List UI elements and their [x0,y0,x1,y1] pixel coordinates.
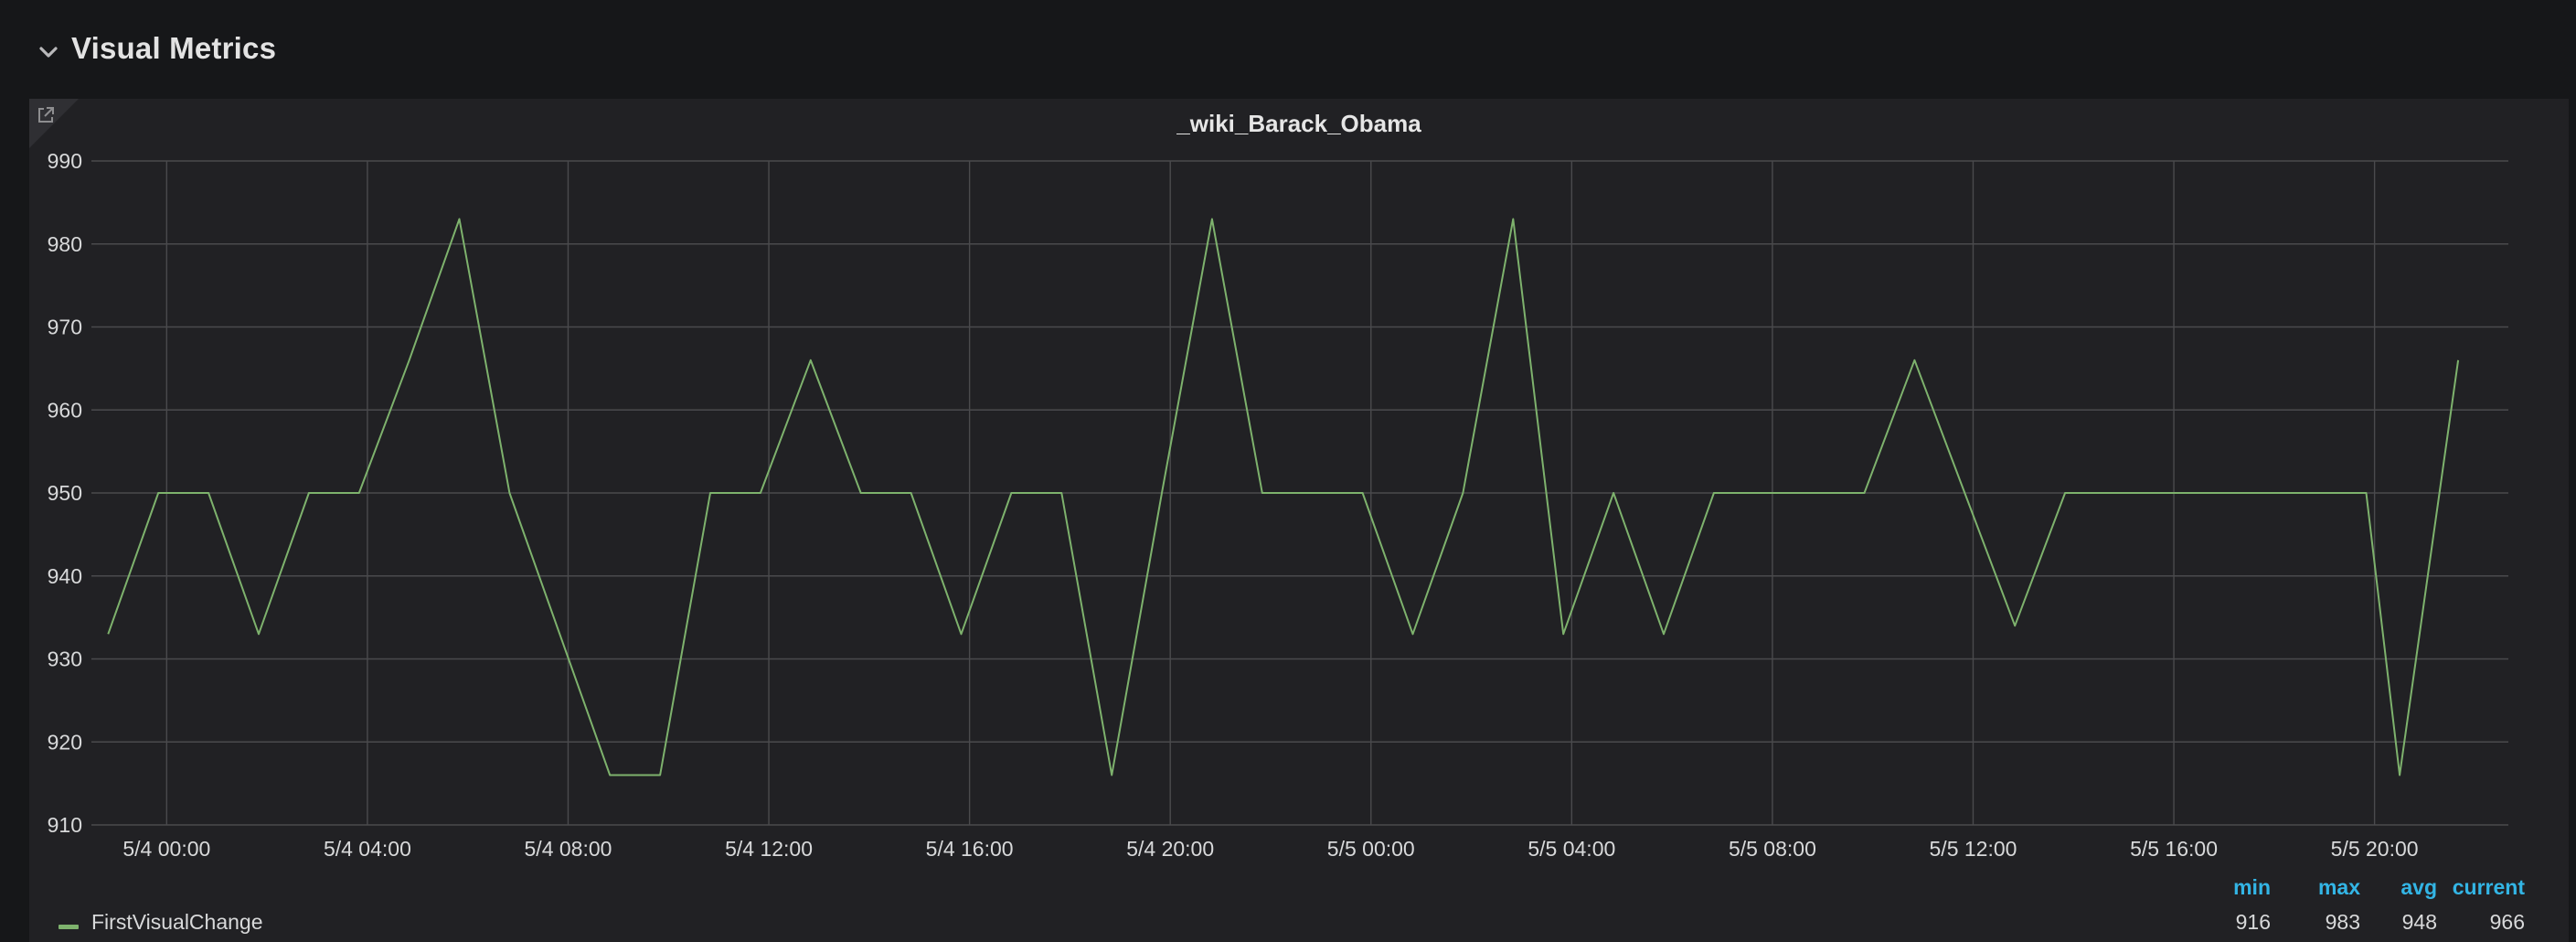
legend-series-name[interactable]: FirstVisualChange [91,910,263,934]
legend-value-min: 916 [2235,910,2271,934]
legend-header-avg[interactable]: avg [2400,875,2437,899]
legend-value-avg: 948 [2401,910,2437,934]
legend-value-current: 966 [2489,910,2525,934]
series-layer [107,218,2460,776]
y-tick-label: 940 [48,564,82,588]
legend-header-current[interactable]: current [2452,875,2525,899]
x-tick-label: 5/5 04:00 [1528,837,1615,861]
x-tick-label: 5/4 08:00 [525,837,612,861]
legend-header-max[interactable]: max [2317,875,2360,899]
x-tick-label: 5/5 20:00 [2331,837,2419,861]
y-tick-label: 990 [48,149,82,173]
external-link-icon[interactable] [35,104,57,126]
x-tick-label: 5/5 00:00 [1327,837,1415,861]
x-tick-label: 5/4 16:00 [926,837,1014,861]
y-tick-label: 920 [48,730,82,754]
x-tick-label: 5/4 20:00 [1126,837,1214,861]
x-tick-label: 5/4 00:00 [122,837,210,861]
series-line[interactable] [107,218,2460,776]
legend-value-max: 983 [2325,910,2360,934]
y-tick-label: 970 [48,316,82,339]
y-tick-label: 950 [48,481,82,505]
row-title[interactable]: Visual Metrics [71,31,277,65]
x-tick-label: 5/4 12:00 [725,837,813,861]
y-tick-label: 960 [48,398,82,422]
y-tick-label: 910 [48,813,82,837]
dashboard-row-header: Visual Metrics [0,0,2576,97]
chevron-down-icon[interactable] [37,40,60,64]
panel-title[interactable]: _wiki_Barack_Obama [1176,110,1421,137]
y-tick-label: 930 [48,648,82,671]
x-tick-label: 5/5 12:00 [1930,837,2017,861]
x-tick-label: 5/5 16:00 [2130,837,2218,861]
legend-header-min[interactable]: min [2233,875,2271,899]
y-tick-label: 980 [48,232,82,256]
x-axis-labels: 5/4 00:00 5/4 04:00 5/4 08:00 5/4 12:00 5/4 … [122,837,2418,861]
x-tick-label: 5/4 04:00 [324,837,411,861]
y-axis-labels: 990 980 970 960 950 940 930 920 910 [48,149,82,837]
y-grid [91,160,2508,826]
x-tick-label: 5/5 08:00 [1729,837,1816,861]
